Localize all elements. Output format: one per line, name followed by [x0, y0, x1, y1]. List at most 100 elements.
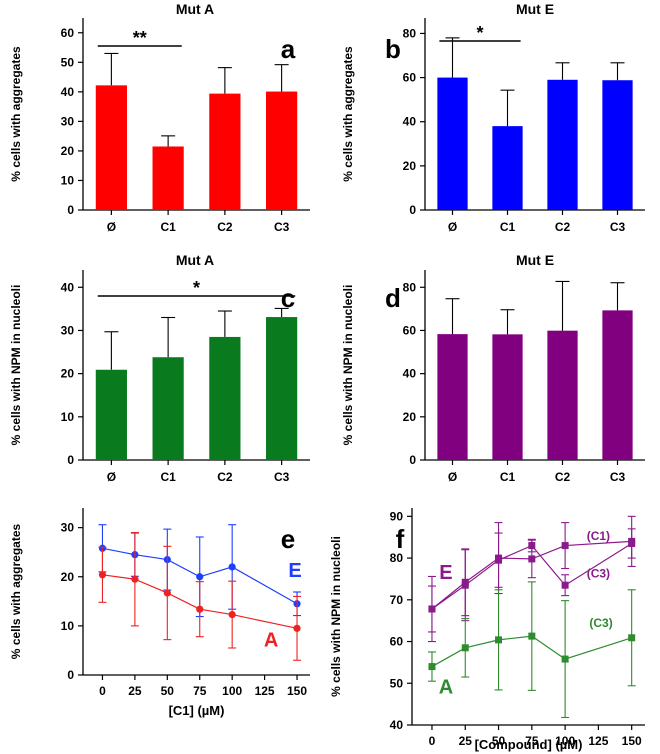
x-tick-label: C1	[160, 470, 176, 484]
y-axis-label: % cells with aggregates	[9, 46, 23, 182]
bar-C2	[209, 336, 241, 460]
series-line	[431, 542, 633, 610]
bar-C2	[209, 93, 241, 210]
series-line	[431, 635, 632, 668]
bar-C2	[547, 79, 578, 210]
panel-c: 0 10 20 30 40 % cells with NPM in nucleoli Mut…	[9, 252, 310, 484]
x-tick-label: Ø	[448, 470, 457, 484]
chart-title: Mut A	[176, 1, 214, 17]
y-tick-label: 0	[67, 203, 74, 217]
y-tick-label: 60	[390, 635, 404, 649]
y-tick-label: 80	[403, 26, 417, 40]
data-point	[528, 555, 536, 563]
annotation-c3-e: (C3)	[587, 567, 610, 581]
panel-letter: c	[281, 283, 295, 313]
panel-letter: d	[385, 283, 401, 313]
data-point	[163, 589, 171, 597]
data-point	[293, 624, 301, 632]
y-axis-label: % cells with NPM in nucleoli	[341, 285, 355, 446]
significance-marker: *	[476, 23, 483, 43]
x-tick-label: 125	[588, 734, 608, 748]
bar-C3	[602, 80, 633, 210]
x-axis-label: [C1] (µM)	[169, 703, 225, 718]
y-tick-label: 40	[403, 367, 417, 381]
y-tick-label: 40	[61, 85, 75, 99]
x-tick-label: C2	[555, 220, 571, 234]
bar-C3	[266, 317, 298, 460]
series-label-E: E	[288, 560, 301, 582]
x-tick-label: Ø	[107, 470, 116, 484]
x-tick-label: 50	[492, 734, 506, 748]
y-tick-label: 20	[403, 410, 417, 424]
x-tick-label: 75	[525, 734, 539, 748]
y-tick-label: 60	[61, 26, 75, 40]
y-tick-label: 30	[61, 521, 75, 535]
x-tick-label: Ø	[448, 220, 457, 234]
x-tick-label: Ø	[107, 220, 116, 234]
data-point	[495, 636, 503, 644]
y-tick-label: 0	[409, 203, 416, 217]
y-tick-label: 10	[61, 173, 75, 187]
y-tick-label: 20	[61, 367, 75, 381]
panel-letter: b	[385, 34, 401, 64]
bar-Ø	[437, 77, 468, 210]
panel-f: 40 50 60 70 80 90 % cells with NPM in nucleoli…	[329, 508, 645, 752]
panel-a: 0 10 20 30 40 50 60 % cells with aggregates Mut …	[9, 1, 310, 234]
y-tick-label: 60	[403, 71, 417, 85]
x-tick-label: 100	[222, 684, 242, 698]
bar-C2	[547, 330, 578, 460]
x-tick-label: C1	[500, 220, 516, 234]
chart-title: Mut A	[176, 252, 214, 268]
data-point	[428, 605, 436, 613]
panel-letter: a	[281, 34, 296, 64]
y-tick-label: 20	[403, 159, 417, 173]
y-axis-label: % cells with NPM in nucleoli	[329, 536, 343, 697]
x-tick-label: 50	[161, 684, 175, 698]
x-tick-label: C3	[610, 220, 626, 234]
x-tick-label: 150	[287, 684, 307, 698]
group-label-E: E	[439, 562, 452, 584]
series-line	[102, 574, 298, 629]
series-e-c3-	[427, 528, 636, 633]
y-axis-label: % cells with aggregates	[9, 523, 23, 659]
x-tick-label: C1	[160, 220, 176, 234]
series-a-c3-	[427, 581, 636, 719]
panel-letter: f	[396, 524, 405, 554]
bar-C1	[152, 357, 184, 460]
y-tick-label: 40	[61, 280, 75, 294]
group-label-A: A	[439, 677, 453, 699]
bar-Ø	[437, 334, 468, 460]
data-point	[528, 632, 536, 640]
y-tick-label: 40	[390, 718, 404, 732]
y-tick-label: 50	[390, 676, 404, 690]
x-tick-label: 150	[622, 734, 642, 748]
x-tick-label: 25	[128, 684, 142, 698]
significance-marker: *	[193, 278, 200, 298]
x-tick-label: C2	[217, 220, 233, 234]
bar-C1	[152, 146, 184, 210]
series-a	[98, 532, 302, 661]
series-line	[431, 540, 632, 610]
x-tick-label: C3	[274, 220, 290, 234]
data-point	[461, 581, 469, 589]
panel-e: 0 10 20 30 % cells with aggregates e 0 25 50 75 10…	[9, 508, 310, 718]
y-tick-label: 40	[403, 115, 417, 129]
annotation-c1: (C1)	[587, 529, 610, 543]
series-line	[102, 547, 298, 605]
y-tick-label: 80	[390, 551, 404, 565]
x-tick-label: 25	[459, 734, 473, 748]
data-point	[228, 563, 236, 571]
y-tick-label: 90	[390, 509, 404, 523]
data-point	[196, 605, 204, 613]
x-tick-label: 0	[99, 684, 106, 698]
x-tick-label: C3	[610, 470, 626, 484]
y-tick-label: 60	[403, 323, 417, 337]
y-tick-label: 30	[61, 114, 75, 128]
significance-marker: **	[133, 28, 147, 48]
data-point	[131, 575, 139, 583]
panel-b: 0 20 40 60 80 % cells with aggregates Mut E b Ø C…	[341, 1, 645, 234]
data-point	[561, 655, 569, 663]
bar-Ø	[95, 369, 127, 460]
y-tick-label: 0	[67, 668, 74, 682]
